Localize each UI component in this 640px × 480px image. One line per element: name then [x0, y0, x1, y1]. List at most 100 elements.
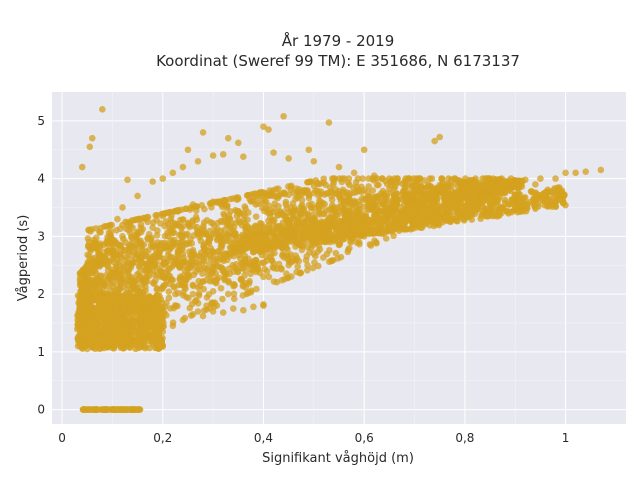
data-point: [458, 178, 466, 186]
data-point: [223, 237, 231, 245]
data-point: [408, 211, 415, 218]
data-point: [562, 169, 569, 177]
data-point: [499, 178, 506, 186]
data-point: [341, 235, 348, 243]
data-point: [280, 112, 287, 120]
data-point: [409, 191, 416, 198]
data-point: [131, 216, 139, 224]
data-point: [217, 284, 225, 292]
data-point: [99, 342, 106, 350]
data-point: [380, 202, 388, 209]
data-point: [169, 322, 177, 330]
data-point: [130, 277, 138, 284]
data-point: [335, 188, 343, 195]
data-point: [305, 201, 313, 209]
data-point: [149, 340, 156, 348]
data-point: [521, 176, 529, 184]
data-point: [209, 299, 217, 307]
data-point: [124, 272, 132, 280]
data-point: [299, 189, 307, 196]
data-point: [198, 202, 206, 209]
data-point: [243, 290, 251, 298]
data-point: [426, 222, 434, 229]
data-point: [360, 226, 367, 233]
data-point: [102, 312, 110, 320]
data-point: [321, 200, 328, 208]
data-point: [209, 198, 217, 206]
data-point: [138, 253, 146, 261]
data-point: [114, 328, 121, 336]
data-point: [272, 239, 280, 247]
data-point: [388, 219, 396, 226]
data-point: [78, 318, 85, 326]
data-point: [115, 406, 123, 413]
data-point: [97, 329, 105, 336]
data-point: [404, 191, 411, 199]
data-point: [116, 225, 124, 233]
data-point: [217, 217, 225, 225]
data-point: [433, 195, 440, 202]
data-point: [461, 207, 469, 214]
data-point: [90, 292, 98, 299]
data-point: [336, 175, 343, 182]
data-point: [200, 219, 208, 226]
data-point: [337, 198, 345, 205]
data-point: [393, 190, 401, 197]
data-point: [273, 265, 281, 272]
data-point: [88, 134, 96, 142]
data-point: [260, 241, 267, 249]
data-point: [309, 264, 317, 272]
data-point: [499, 205, 507, 212]
data-point: [129, 224, 136, 231]
data-point: [282, 201, 290, 208]
data-point: [205, 291, 213, 298]
data-point: [209, 152, 217, 159]
data-point: [199, 270, 206, 277]
data-point: [223, 202, 231, 210]
data-point: [394, 179, 402, 186]
data-point: [426, 212, 434, 219]
data-point: [111, 274, 119, 281]
data-point: [554, 195, 562, 202]
data-point: [195, 259, 203, 267]
data-point: [219, 151, 227, 158]
data-point: [317, 190, 324, 198]
x-tick-label: 1: [562, 431, 570, 445]
x-axis-title: Signifikant våghöjd (m): [262, 451, 414, 466]
x-tick-label: 0,2: [153, 431, 172, 445]
data-point: [225, 265, 233, 272]
data-point: [537, 175, 544, 182]
data-point: [94, 256, 101, 263]
chart-title-line-1: År 1979 - 2019: [282, 31, 395, 50]
data-point: [310, 157, 318, 165]
data-point: [159, 175, 167, 182]
data-point: [445, 175, 452, 182]
data-point: [418, 184, 426, 191]
data-point: [243, 261, 251, 269]
data-point: [352, 216, 360, 223]
data-point: [322, 207, 330, 214]
data-point: [501, 183, 509, 191]
data-point: [230, 295, 238, 303]
data-point: [196, 233, 203, 241]
data-point: [242, 205, 249, 213]
data-point: [268, 250, 275, 258]
data-point: [421, 217, 429, 224]
data-point: [195, 290, 203, 297]
data-point: [159, 284, 166, 292]
data-point: [304, 261, 311, 269]
data-point: [341, 175, 348, 182]
data-point: [371, 237, 378, 245]
data-point: [234, 268, 242, 275]
data-point: [159, 334, 166, 342]
data-point: [127, 304, 135, 311]
data-point: [172, 221, 180, 229]
data-point: [133, 318, 140, 326]
data-point: [521, 204, 528, 212]
data-point: [313, 180, 321, 187]
data-point: [74, 292, 82, 299]
data-point: [478, 199, 486, 207]
data-point: [109, 341, 116, 349]
data-point: [304, 266, 311, 274]
data-point: [208, 204, 215, 211]
